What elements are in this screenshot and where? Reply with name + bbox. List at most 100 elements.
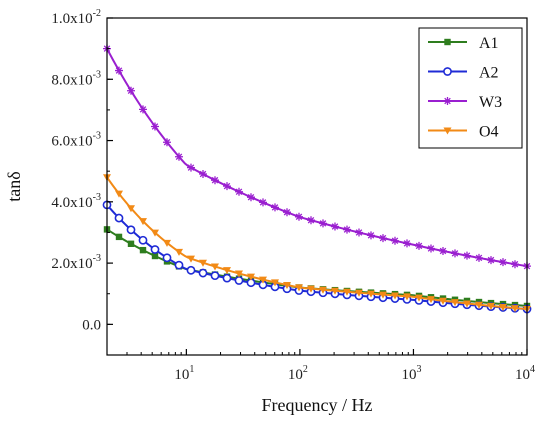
legend-entry-a1: A1 <box>428 35 499 52</box>
marker-triangle <box>115 190 123 198</box>
marker-square <box>127 240 135 247</box>
marker-star <box>439 246 447 255</box>
marker-triangle <box>307 285 315 293</box>
marker-triangle <box>163 239 171 247</box>
plot-frame <box>106 17 528 356</box>
marker-square <box>444 38 451 46</box>
marker-star <box>451 249 459 258</box>
marker-square <box>139 246 147 254</box>
marker-star <box>379 234 387 243</box>
marker-triangle <box>443 127 452 135</box>
marker-star <box>331 222 339 231</box>
marker-square <box>151 252 159 260</box>
marker-circle <box>162 253 172 263</box>
marker-star <box>175 152 183 161</box>
marker-triangle <box>139 218 147 226</box>
marker-triangle <box>379 291 387 299</box>
legend-label: W3 <box>479 94 502 111</box>
marker-triangle <box>199 259 207 267</box>
marker-star <box>475 253 483 262</box>
marker-triangle <box>427 296 435 304</box>
marker-star <box>271 203 279 212</box>
marker-triangle <box>367 290 375 298</box>
legend-label: A2 <box>479 65 499 82</box>
y-tick-label: 1.0x10-2 <box>51 8 101 27</box>
x-tick-label: 103 <box>401 364 421 383</box>
marker-star <box>367 231 375 240</box>
marker-triangle <box>223 267 231 275</box>
marker-star <box>223 182 231 191</box>
marker-triangle <box>499 304 507 312</box>
marker-star <box>499 258 507 267</box>
marker-star <box>187 163 195 172</box>
marker-star <box>307 216 315 225</box>
marker-triangle <box>151 229 159 237</box>
series-a1 <box>103 226 531 310</box>
y-axis-title: tanδ <box>4 171 24 201</box>
marker-star <box>247 193 255 202</box>
marker-star <box>235 187 243 196</box>
marker-triangle <box>295 284 303 292</box>
y-tick-label: 4.0x10-3 <box>51 192 101 211</box>
y-tick-label: 0.0 <box>82 317 101 333</box>
marker-triangle <box>247 273 255 281</box>
marker-star <box>463 251 471 260</box>
marker-star <box>443 97 452 105</box>
marker-triangle <box>391 292 399 300</box>
marker-triangle <box>235 270 243 278</box>
marker-triangle <box>403 293 411 301</box>
marker-triangle <box>511 305 519 313</box>
marker-triangle <box>259 276 267 284</box>
marker-star <box>283 208 291 217</box>
marker-triangle <box>271 279 279 287</box>
marker-circle <box>114 213 124 223</box>
marker-star <box>415 241 423 250</box>
x-tick-label: 104 <box>515 364 535 383</box>
marker-triangle <box>283 281 291 289</box>
marker-circle <box>150 245 160 254</box>
marker-triangle <box>211 263 219 271</box>
y-tick-label: 2.0x10-3 <box>51 253 101 272</box>
marker-triangle <box>127 205 135 213</box>
marker-star <box>127 86 135 95</box>
legend-box <box>418 27 523 149</box>
marker-star <box>511 260 519 269</box>
marker-star <box>403 239 411 248</box>
marker-star <box>139 105 147 114</box>
marker-triangle <box>415 294 423 302</box>
marker-star <box>259 198 267 207</box>
legend-entry-o4: O4 <box>428 124 499 141</box>
marker-triangle <box>319 286 327 294</box>
marker-star <box>343 225 351 234</box>
marker-triangle <box>175 248 183 256</box>
marker-triangle <box>331 287 339 295</box>
marker-star <box>199 170 207 179</box>
marker-triangle <box>187 255 195 263</box>
marker-square <box>115 233 123 241</box>
marker-circle <box>210 271 220 281</box>
marker-circle <box>222 273 232 283</box>
marker-star <box>487 256 495 265</box>
marker-triangle <box>451 299 459 307</box>
marker-triangle <box>463 300 471 308</box>
marker-triangle <box>439 297 447 305</box>
marker-star <box>391 236 399 245</box>
marker-circle <box>186 265 196 275</box>
marker-triangle <box>475 301 483 309</box>
series-o4 <box>103 174 531 314</box>
legend-entry-w3: W3 <box>428 94 502 111</box>
marker-circle <box>234 276 244 285</box>
legend-entry-a2: A2 <box>428 65 499 82</box>
legend-label: O4 <box>479 124 499 141</box>
marker-star <box>295 212 303 221</box>
marker-star <box>151 122 159 131</box>
marker-star <box>319 219 327 228</box>
marker-circle <box>138 235 148 245</box>
marker-star <box>163 138 171 147</box>
marker-star <box>211 176 219 185</box>
marker-triangle <box>343 288 351 296</box>
x-axis-title: Frequency / Hz <box>262 395 373 415</box>
marker-circle <box>443 67 452 76</box>
